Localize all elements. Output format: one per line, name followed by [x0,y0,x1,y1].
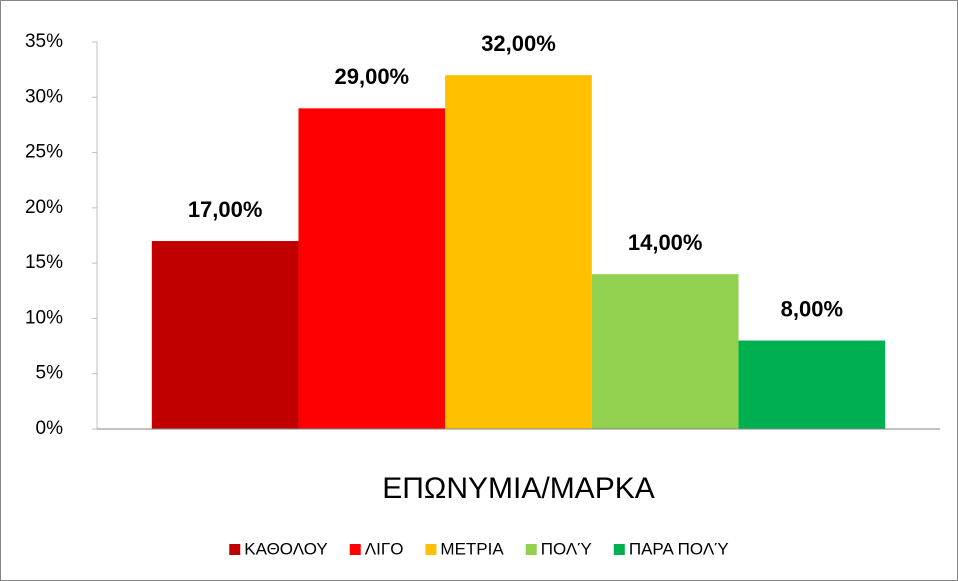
legend-swatch [229,544,241,555]
y-tick-label: 35% [25,31,63,52]
bar [591,274,739,429]
y-tick-label: 5% [36,363,64,384]
legend-swatch [349,544,361,555]
data-label: 8,00% [781,296,843,321]
legend-label: ΠΑΡΑ ΠΟΛΎ [629,539,729,558]
bar [151,241,299,429]
y-tick-label: 0% [36,418,64,439]
bar [298,108,446,429]
bar [738,340,886,429]
y-tick-label: 15% [25,252,63,273]
data-label: 17,00% [188,197,263,222]
y-tick-label: 30% [25,86,63,107]
x-category-label: ΕΠΩΝΥΜΙΑ/ΜΑΡΚΑ [382,472,654,505]
y-tick-label: 20% [25,197,63,218]
data-label: 14,00% [628,230,703,255]
legend-label: ΠΟΛΎ [541,539,593,558]
legend-swatch [425,544,437,555]
legend-label: ΚΑΘΟΛΟΥ [244,539,327,558]
legend-swatch [613,544,625,555]
legend-label: ΛΙΓΟ [365,539,404,558]
data-label: 32,00% [481,31,556,56]
y-tick-label: 10% [25,307,63,328]
data-label: 29,00% [335,64,410,89]
bar [445,75,592,430]
legend-swatch [525,544,537,555]
y-tick-label: 25% [25,142,63,163]
legend-label: ΜΕΤΡΙΑ [440,539,504,558]
